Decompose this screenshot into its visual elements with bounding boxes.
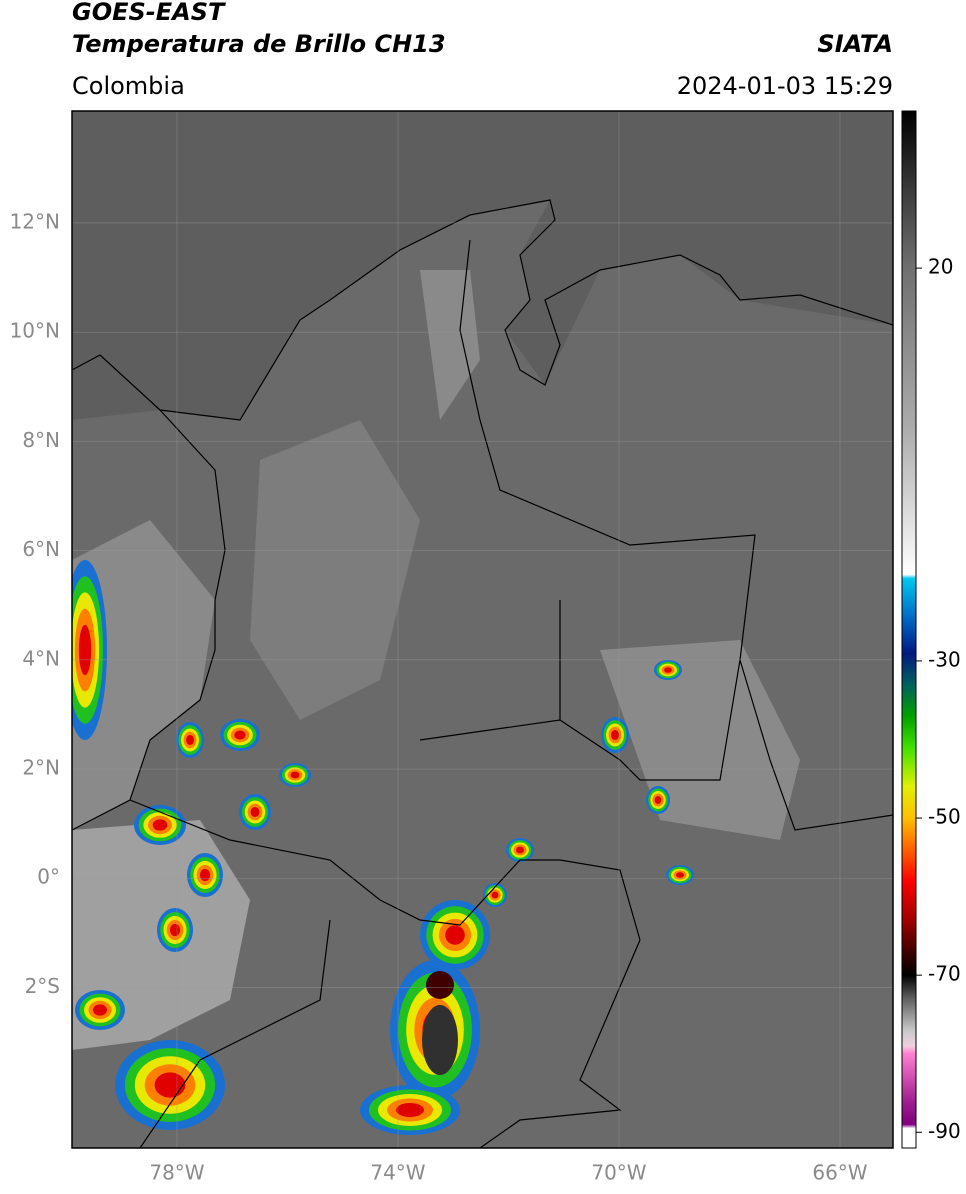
land — [72, 200, 893, 1148]
colombia-venezuela — [459, 239, 893, 831]
colombia-south — [129, 799, 641, 941]
peru-ecuador — [139, 919, 331, 1148]
source: SIATA — [817, 30, 893, 58]
borders — [72, 199, 893, 1148]
map-frame — [71, 110, 894, 1149]
timestamp: 2024-01-03 15:29 — [677, 72, 893, 100]
colorbar — [901, 110, 917, 1149]
cell — [152, 819, 168, 831]
lon-label: 78°W — [149, 1161, 204, 1185]
title: GOES-EAST — [72, 0, 226, 26]
north-cloud — [420, 270, 480, 420]
cell — [611, 729, 619, 741]
lat-label: 10°N — [10, 319, 60, 343]
region: Colombia — [72, 72, 185, 100]
cell — [93, 1004, 107, 1016]
graticule — [72, 111, 893, 1148]
coastline — [72, 199, 893, 421]
cell-core — [422, 1005, 458, 1075]
colorbar-label: -90 — [928, 1119, 961, 1143]
cell — [154, 1072, 186, 1098]
colorbar-label: -50 — [928, 805, 961, 829]
subtitle: Temperatura de Brillo CH13 — [72, 30, 446, 58]
lat-label: 6°N — [22, 537, 60, 561]
lat-label: 0° — [37, 865, 60, 889]
cell — [250, 806, 260, 818]
cell-core — [426, 971, 454, 999]
cell — [290, 771, 300, 779]
cell — [664, 667, 672, 673]
cell — [516, 846, 524, 854]
pacific-cloud — [72, 520, 215, 830]
lon-label: 74°W — [370, 1161, 425, 1185]
peru-brazil — [479, 939, 641, 1148]
lat-label: 2°N — [22, 756, 60, 780]
colorbar-label: -30 — [928, 647, 961, 671]
ticks: 12°N 10°N 8°N 6°N 4°N 2°N 0° 2°S 78°W 74°W 70°W 66°… — [10, 209, 961, 1184]
colombia-brazil — [419, 659, 741, 781]
lat-label: 8°N — [22, 428, 60, 452]
lat-label: 4°N — [22, 646, 60, 670]
cell — [186, 734, 194, 746]
cell — [654, 796, 662, 804]
lon-label: 70°W — [591, 1161, 646, 1185]
colorbar-label: -70 — [928, 962, 961, 986]
pacific-coast — [72, 409, 226, 831]
lat-label: 2°S — [25, 974, 60, 998]
cell — [234, 730, 246, 740]
cell — [169, 923, 181, 937]
convection — [72, 560, 694, 1135]
cell — [491, 891, 499, 899]
cell — [199, 868, 211, 882]
cell — [676, 872, 684, 878]
lon-label: 66°W — [812, 1161, 867, 1185]
cell — [445, 925, 465, 945]
imagery — [72, 111, 893, 1148]
colorbar-label: 20 — [928, 255, 953, 279]
cell — [78, 624, 92, 676]
lat-label: 12°N — [10, 209, 60, 233]
andes-cloud — [250, 420, 420, 720]
cell — [396, 1103, 424, 1117]
